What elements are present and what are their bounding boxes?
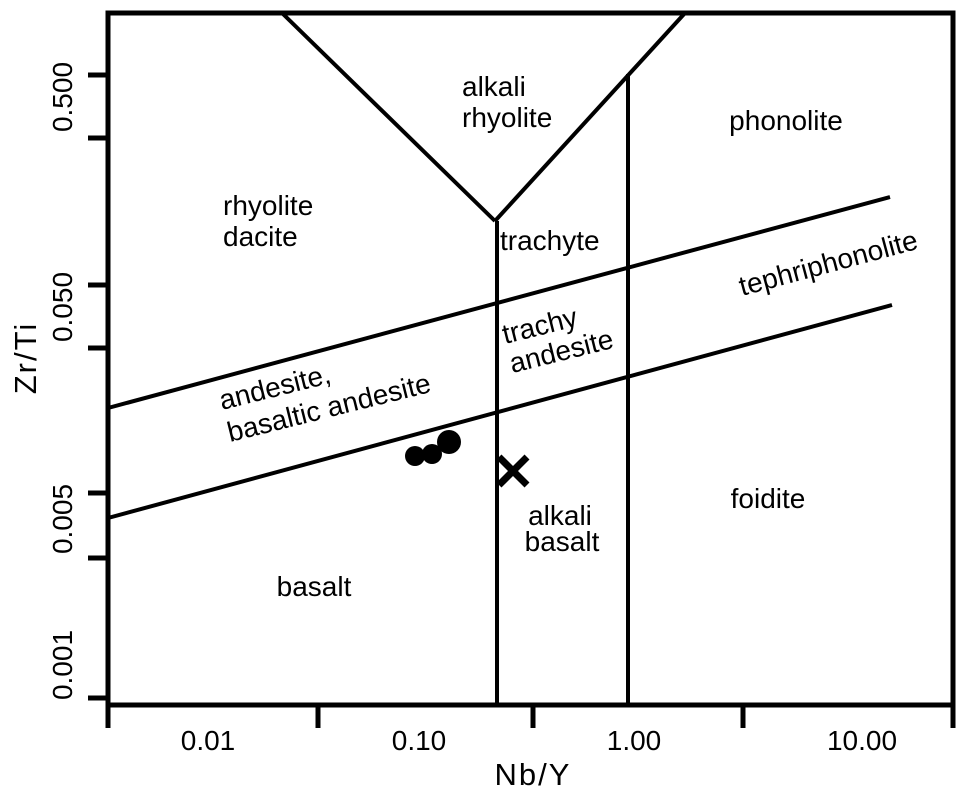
y-tick-label: 0.001 <box>47 630 78 700</box>
data-point-circle <box>405 446 425 466</box>
alkali-rhyolite-right-boundary <box>493 11 687 223</box>
field-label-alkali-rhyolite-line: alkali <box>462 71 526 102</box>
field-label-foidite-line: foidite <box>731 483 806 514</box>
field-label-rhyolite-dacite-line: rhyolite <box>223 190 313 221</box>
data-point-circle <box>422 444 442 464</box>
data-point-cross <box>496 454 530 488</box>
x-tick-label: 0.10 <box>392 725 447 756</box>
field-label-trachyte-line: trachyte <box>500 225 600 256</box>
field-label-alkali-basalt-line: basalt <box>525 526 600 557</box>
x-tick-label: 1.00 <box>607 725 662 756</box>
x-tick-label: 10.00 <box>827 725 897 756</box>
field-label-foidite: foidite <box>731 483 806 514</box>
x-axis-title: Nb/Y <box>495 757 572 792</box>
y-tick-label: 0.005 <box>47 484 78 554</box>
x-tick-label: 0.01 <box>181 725 236 756</box>
field-label-tephriphonolite-line: tephriphonolite <box>736 224 921 301</box>
field-label-phonolite-line: phonolite <box>729 105 843 136</box>
field-label-phonolite: phonolite <box>729 105 843 136</box>
field-label-tephriphonolite: tephriphonolite <box>736 224 921 301</box>
field-label-basalt-line: basalt <box>277 571 352 602</box>
upper-diagonal-boundary <box>107 195 891 410</box>
field-label-alkali-rhyolite-line: rhyolite <box>462 102 552 133</box>
alkali-rhyolite-left-boundary <box>280 11 497 223</box>
field-label-rhyolite-dacite-line: dacite <box>223 221 298 252</box>
y-tick-label: 0.500 <box>47 62 78 132</box>
field-label-trachyte: trachyte <box>500 225 600 256</box>
y-axis-title: Zr/Ti <box>8 322 43 395</box>
field-label-basalt: basalt <box>277 571 352 602</box>
lower-diagonal-boundary <box>107 303 893 520</box>
field-label-andesite-basaltic-andesite: andesite,basaltic andesite <box>216 358 434 448</box>
field-label-alkali-basalt-line: alkali <box>528 500 592 531</box>
y-tick-label: 0.050 <box>47 272 78 342</box>
data-point-circle <box>437 430 461 454</box>
